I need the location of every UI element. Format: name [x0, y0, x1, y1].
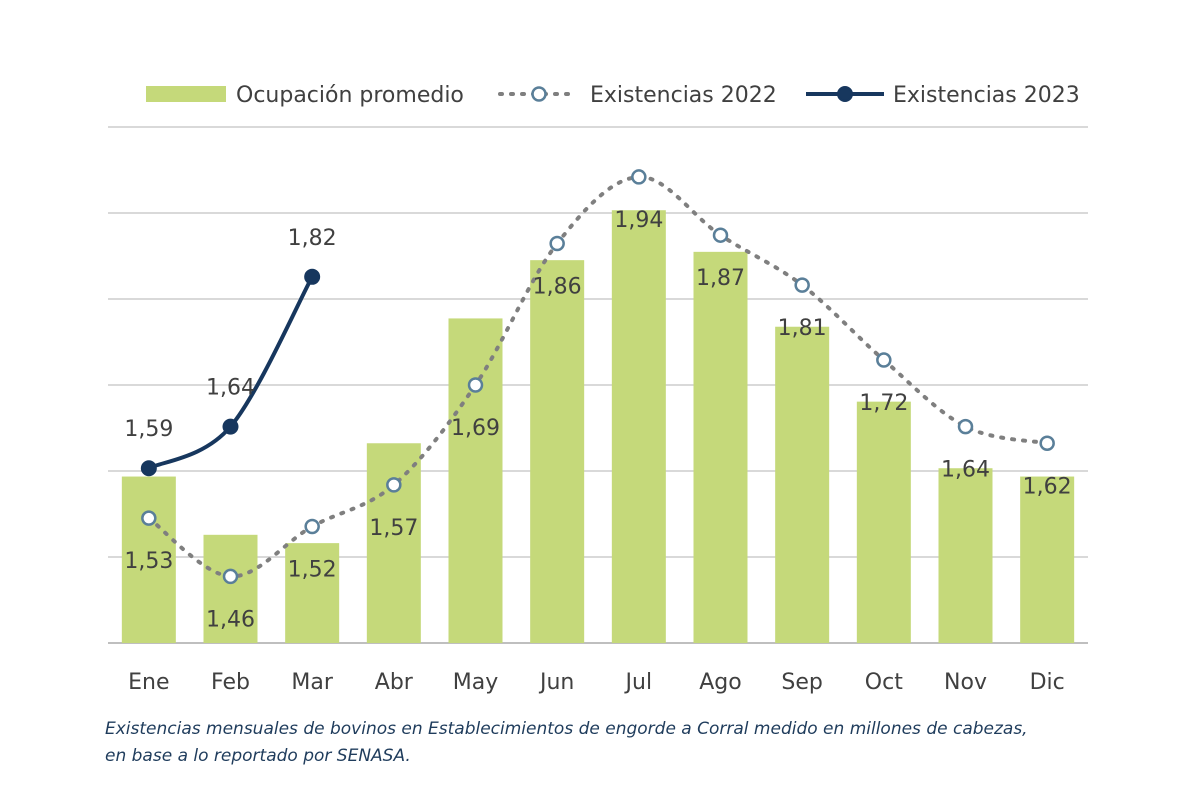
point-2022: [1039, 435, 1055, 452]
bar: [1020, 476, 1075, 643]
point-2022: [794, 277, 810, 293]
legend-label-bar: Ocupación promedio: [236, 83, 464, 108]
point-2022: [712, 227, 729, 243]
point-2022: [957, 418, 974, 435]
data-label-2022: 1,53: [124, 549, 173, 574]
legend-label-2022: Existencias 2022: [590, 83, 777, 108]
point-2022: [222, 568, 239, 585]
x-tick-label: Abr: [375, 670, 414, 695]
chart-svg: Ene Feb Mar Abr May Jun Jul Ago Sep Oct Nov Dic 1,53…: [108, 83, 1088, 695]
point-2023: [304, 268, 321, 285]
legend-label-2023: Existencias 2023: [893, 83, 1080, 108]
x-tick-label: May: [453, 670, 498, 695]
data-label-2022: 1,87: [696, 266, 745, 291]
x-tick-label: Feb: [211, 670, 250, 695]
caption-line-2: en base a lo reportado por SENASA.: [105, 746, 411, 766]
caption-line-1: Existencias mensuales de bovinos en Esta…: [105, 719, 1028, 739]
data-label-2022: 1,94: [614, 208, 663, 233]
x-tick-label: Mar: [291, 670, 333, 695]
bar: [448, 318, 503, 643]
bar: [775, 326, 830, 643]
x-tick-label: Oct: [865, 670, 903, 695]
data-label-2023: 1,64: [206, 376, 255, 401]
data-label-2023: 1,59: [124, 417, 173, 442]
point-2022: [304, 518, 320, 535]
point-2022: [141, 510, 157, 526]
data-label-2023: 1,82: [288, 226, 337, 251]
data-label-2022: 1,69: [451, 416, 500, 441]
bar: [856, 401, 911, 643]
x-tick-label: Sep: [781, 670, 822, 695]
point-2022: [876, 352, 892, 368]
data-label-2022: 1,81: [778, 316, 827, 341]
point-2022: [467, 377, 484, 393]
legend-swatch-bar: [146, 86, 226, 102]
bar: [366, 443, 421, 643]
data-label-2022: 1,62: [1023, 474, 1072, 499]
chart-caption: Existencias mensuales de bovinos en Esta…: [105, 716, 1105, 770]
bar: [938, 468, 993, 643]
series-line-2022: [146, 174, 1050, 579]
point-2022: [386, 477, 402, 493]
bar: [611, 210, 666, 643]
bar: [530, 260, 585, 643]
x-tick-label: Ago: [699, 670, 741, 695]
data-label-2022: 1,64: [941, 458, 990, 483]
legend-marker-2023: [837, 86, 853, 102]
x-tick-label: Jul: [624, 670, 653, 695]
x-tick-label: Ene: [128, 670, 169, 695]
bar: [203, 534, 258, 643]
legend-marker-2022: [531, 86, 547, 102]
data-label-2022: 1,57: [369, 516, 418, 541]
data-label-2022: 1,86: [533, 275, 582, 300]
point-2022: [631, 169, 647, 185]
point-2023: [140, 460, 157, 477]
bar: [285, 543, 340, 643]
x-tick-label: Jun: [538, 670, 574, 695]
data-label-2022: 1,46: [206, 607, 255, 632]
data-label-2022: 1,52: [288, 557, 337, 582]
x-tick-label: Nov: [944, 670, 987, 695]
point-2023: [222, 418, 239, 435]
bar: [121, 476, 176, 643]
x-tick-label: Dic: [1030, 670, 1065, 695]
data-label-2022: 1,72: [859, 391, 908, 416]
series-line-2023: [146, 274, 315, 471]
bar: [693, 251, 748, 643]
point-2022: [549, 235, 565, 252]
